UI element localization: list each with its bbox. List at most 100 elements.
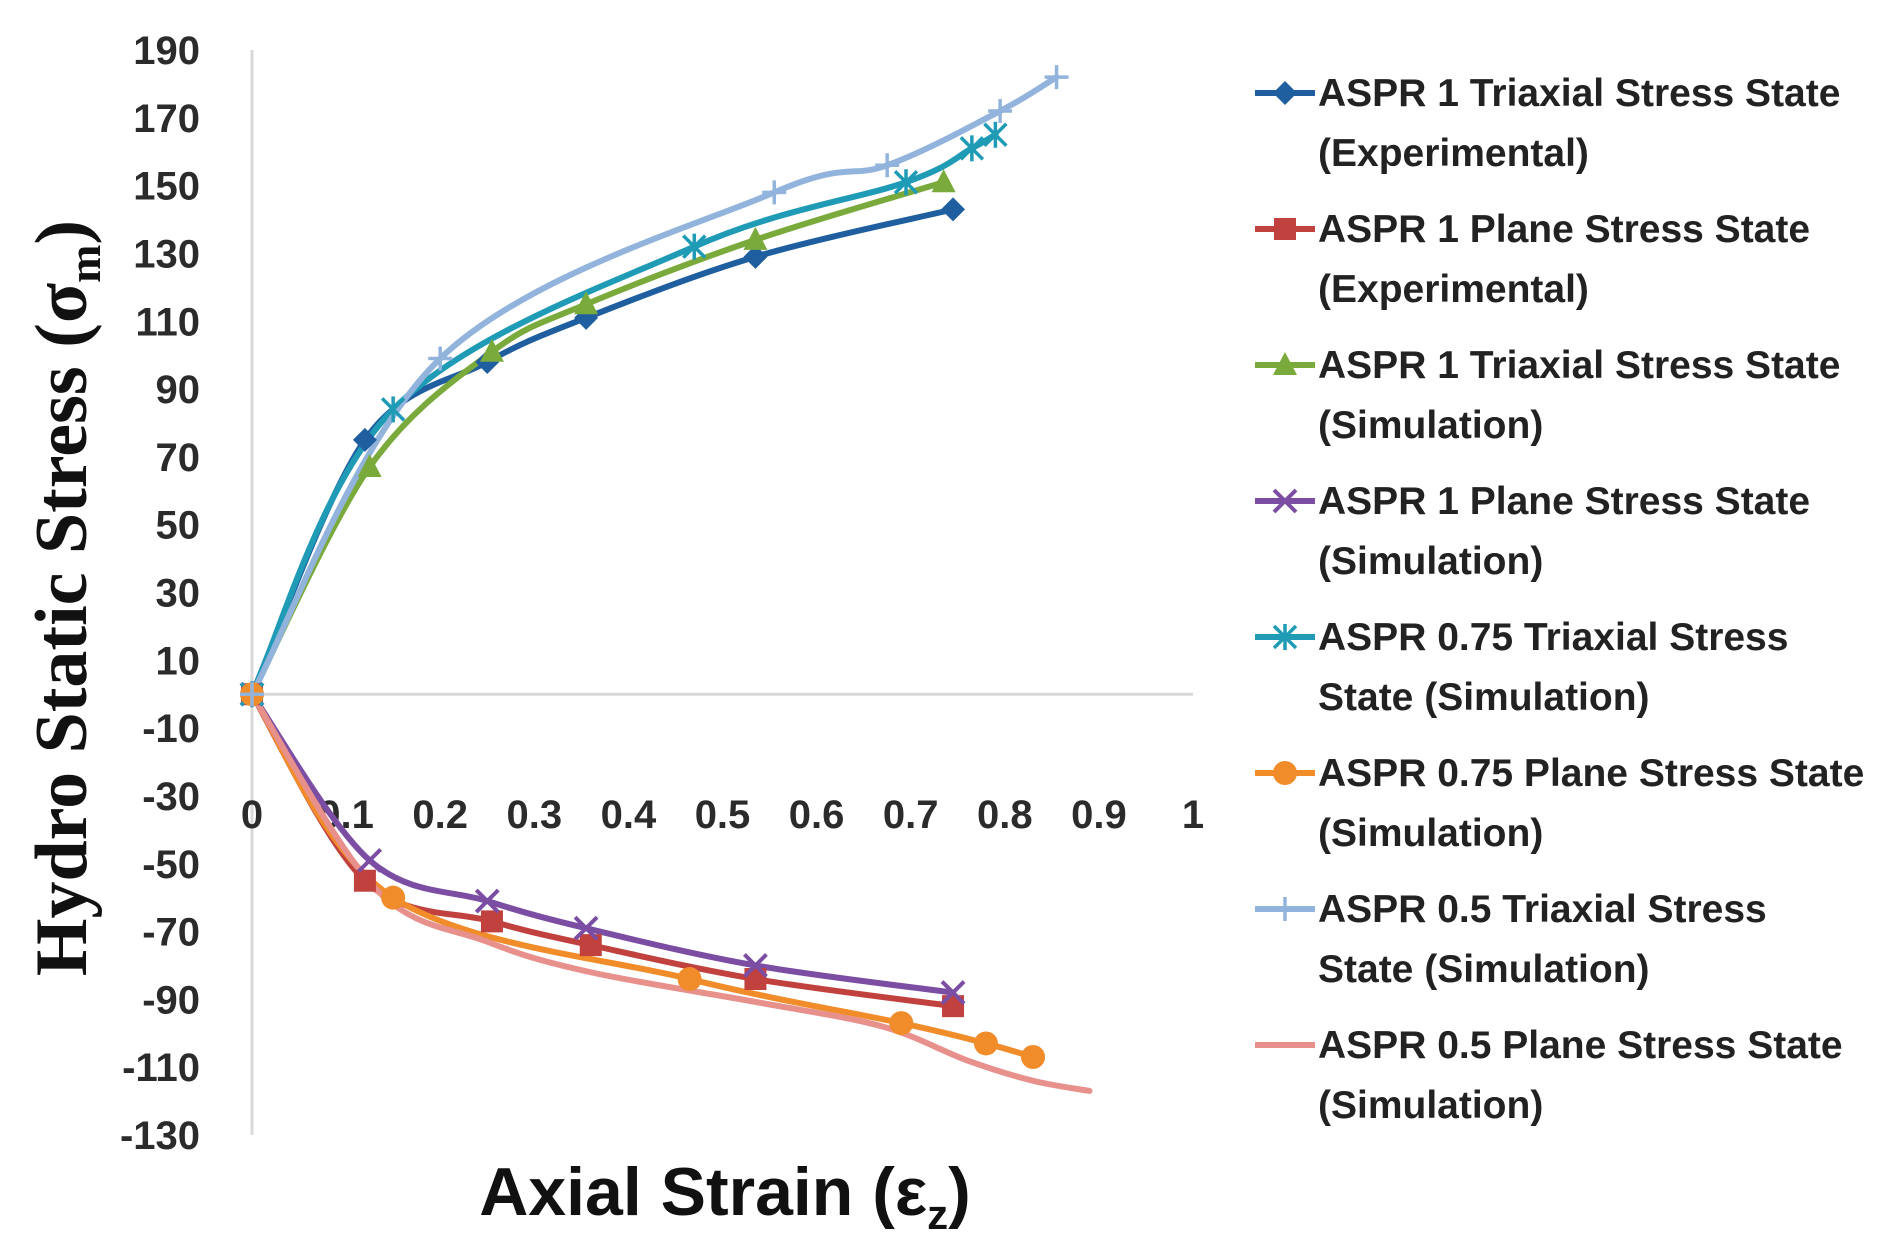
legend-label: State (Simulation) <box>1318 676 1650 719</box>
x-tick-labels: 0 0.1 0.2 0.3 0.4 0.5 0.6 0.7 0.8 0.9 1 <box>241 793 1204 837</box>
data-point-marker <box>931 169 956 193</box>
data-point-marker <box>893 169 919 196</box>
y-axis-label: Hydro Static Stress (σm) <box>21 220 110 976</box>
data-point-marker <box>743 953 768 978</box>
x-tick-label: 0.9 <box>1071 793 1127 837</box>
data-point-marker <box>983 121 1008 148</box>
legend-marker <box>1273 352 1297 375</box>
y-tick-label: 130 <box>133 232 200 276</box>
legend-label: (Simulation) <box>1318 404 1543 447</box>
y-tick-label: 150 <box>133 165 200 209</box>
data-point-marker <box>428 346 453 371</box>
legend-item: ASPR 0.75 Triaxial Stress State (Simulati… <box>1255 616 1788 719</box>
data-point-marker <box>353 869 376 892</box>
x-tick-label: 0.5 <box>695 793 751 837</box>
data-point-marker <box>474 888 500 914</box>
legend-item: ASPR 1 Plane Stress State (Experimental) <box>1255 208 1810 311</box>
series-line-8 <box>249 691 1093 1094</box>
y-tick-label: 190 <box>133 29 200 73</box>
legend-label: ASPR 0.75 Triaxial Stress <box>1318 616 1788 659</box>
y-tick-label: -130 <box>120 1114 200 1158</box>
legend-item: ASPR 0.5 Plane Stress State (Simulation) <box>1255 1024 1843 1127</box>
legend-marker <box>1273 81 1297 105</box>
data-point-marker <box>352 427 377 452</box>
data-point-marker <box>959 135 985 162</box>
data-point-marker <box>574 291 599 315</box>
data-point-marker <box>973 1031 998 1056</box>
data-point-marker <box>1021 1045 1046 1070</box>
x-axis-label: Axial Strain (εz) <box>479 1154 971 1238</box>
x-tick-label: 0.2 <box>412 793 468 837</box>
x-tick-label: 0.8 <box>977 793 1033 837</box>
legend: ASPR 1 Triaxial Stress State (Experimenta… <box>1255 72 1864 1127</box>
y-tick-label: 10 <box>156 639 201 683</box>
data-point-marker <box>743 226 768 250</box>
x-tick-label: 0 <box>241 793 263 837</box>
data-point-marker <box>380 396 406 423</box>
data-point-marker <box>479 338 504 362</box>
y-tick-label: -110 <box>122 1046 200 1090</box>
data-point-marker <box>1044 65 1069 90</box>
y-tick-label: -30 <box>142 775 200 819</box>
data-point-marker <box>480 910 503 933</box>
legend-label: (Simulation) <box>1318 540 1543 583</box>
legend-label: (Simulation) <box>1318 812 1543 855</box>
data-point-marker <box>381 885 406 910</box>
data-point-marker <box>762 180 787 205</box>
data-point-marker <box>940 980 966 1006</box>
legend-item: ASPR 1 Plane Stress State (Simulation) <box>1255 480 1810 583</box>
series-line-5 <box>249 131 999 698</box>
legend-label: ASPR 0.5 Triaxial Stress <box>1318 888 1767 931</box>
data-point-marker <box>743 244 768 269</box>
y-tick-label: 170 <box>133 97 200 141</box>
axes <box>250 50 1193 1135</box>
legend-marker <box>1272 624 1298 650</box>
legend-label: (Experimental) <box>1318 132 1589 175</box>
legend-label: ASPR 0.75 Plane Stress State <box>1318 752 1864 795</box>
data-point-marker <box>357 847 383 873</box>
y-tick-label: 70 <box>156 436 201 480</box>
data-point-marker <box>357 454 382 478</box>
legend-label: (Experimental) <box>1318 268 1589 311</box>
y-tick-label: -70 <box>142 911 200 955</box>
y-tick-label: 90 <box>156 368 201 412</box>
legend-marker <box>1273 897 1297 921</box>
series-markers <box>239 65 1069 1070</box>
x-tick-label: 1 <box>1182 793 1204 837</box>
legend-label: (Simulation) <box>1318 1084 1543 1127</box>
y-tick-label: -90 <box>142 978 200 1022</box>
y-tick-label: 110 <box>135 300 200 344</box>
legend-label: State (Simulation) <box>1318 948 1650 991</box>
series-line-3 <box>249 179 947 698</box>
data-point-marker <box>579 934 602 957</box>
series-line-4 <box>249 691 957 996</box>
data-point-marker <box>875 153 900 178</box>
series-line-7 <box>249 74 1060 698</box>
y-tick-label: 50 <box>156 504 201 548</box>
series-lines <box>249 74 1093 1094</box>
x-tick-label: 0.7 <box>883 793 939 837</box>
legend-item: ASPR 1 Triaxial Stress State (Simulation) <box>1255 344 1840 447</box>
y-tick-labels: 190 170 150 130 110 90 70 50 30 10 -10 -30 -50 -70 -90… <box>120 29 200 1158</box>
data-point-marker <box>889 1011 914 1036</box>
y-tick-label: -10 <box>142 707 200 751</box>
data-point-marker <box>682 233 707 260</box>
data-point-marker <box>988 99 1013 124</box>
legend-marker <box>1273 761 1297 785</box>
data-point-marker <box>573 915 599 941</box>
legend-item: ASPR 1 Triaxial Stress State (Experimenta… <box>1255 72 1840 175</box>
legend-label: ASPR 1 Triaxial Stress State <box>1318 344 1840 387</box>
legend-marker <box>1272 488 1298 514</box>
y-tick-label: -50 <box>142 843 200 887</box>
legend-item: ASPR 0.75 Plane Stress State (Simulation) <box>1255 752 1864 855</box>
data-point-marker <box>941 197 966 222</box>
legend-label: ASPR 0.5 Plane Stress State <box>1318 1024 1843 1067</box>
y-tick-label: 30 <box>156 572 201 616</box>
legend-label: ASPR 1 Triaxial Stress State <box>1318 72 1840 115</box>
legend-label: ASPR 1 Plane Stress State <box>1318 480 1810 523</box>
legend-marker <box>1274 218 1296 240</box>
legend-item: ASPR 0.5 Triaxial Stress State (Simulatio… <box>1255 888 1767 991</box>
x-tick-label: 0.3 <box>506 793 562 837</box>
data-point-marker <box>240 682 264 707</box>
